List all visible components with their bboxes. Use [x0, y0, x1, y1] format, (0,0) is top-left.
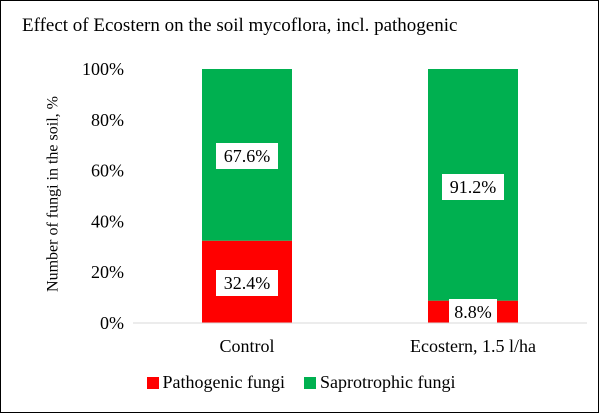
legend-swatch-pathogenic	[146, 376, 159, 389]
x-category-label: Control	[219, 336, 274, 356]
y-tick-label: 80%	[91, 110, 124, 130]
legend-item-saprotrophic: Saprotrophic fungi	[304, 372, 455, 393]
data-label: 8.8%	[454, 302, 492, 322]
data-label-box	[216, 270, 278, 296]
y-tick-label: 100%	[82, 59, 124, 79]
data-label-box	[216, 143, 278, 169]
legend: Pathogenic fungi Saprotrophic fungi	[1, 372, 600, 393]
legend-swatch-saprotrophic	[304, 376, 316, 389]
data-label: 91.2%	[450, 177, 497, 197]
data-label: 32.4%	[224, 273, 271, 293]
chart-title: Effect of Ecostern on the soil mycoflora…	[22, 15, 458, 36]
legend-item-pathogenic: Pathogenic fungi	[146, 372, 285, 393]
data-label: 67.6%	[224, 146, 271, 166]
data-label-box	[449, 299, 497, 325]
legend-label-pathogenic: Pathogenic fungi	[162, 372, 285, 392]
data-label-box	[442, 174, 504, 200]
y-axis-label: Number of fungi in the soil, %	[44, 96, 62, 292]
y-tick-label: 0%	[100, 313, 124, 333]
y-tick-label: 60%	[91, 161, 124, 181]
legend-label-saprotrophic: Saprotrophic fungi	[320, 372, 456, 392]
y-tick-label: 40%	[91, 211, 124, 231]
x-category-label: Ecostern, 1.5 l/ha	[410, 336, 536, 356]
y-tick-label: 20%	[91, 262, 124, 282]
